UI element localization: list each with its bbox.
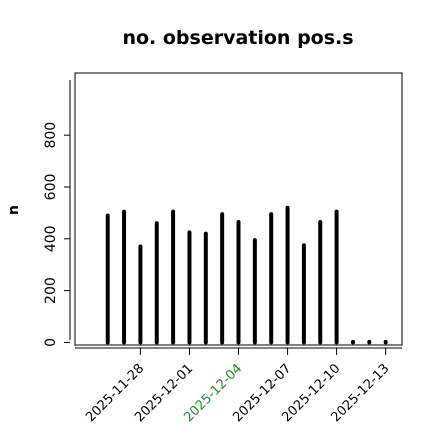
y-axis-label: n <box>6 205 22 215</box>
y-tick-label: 600 <box>43 174 59 201</box>
y-axis-ticks: 0 200 400 600 800 <box>43 122 70 347</box>
bars-series <box>105 205 388 345</box>
plot-frame <box>74 72 403 346</box>
y-tick-label: 800 <box>43 122 59 149</box>
y-tick-label: 0 <box>43 338 59 347</box>
y-tick-label: 200 <box>43 277 59 304</box>
x-axis-ticks: 2025-11-282025-12-012025-12-042025-12-07… <box>83 348 392 425</box>
y-tick-label: 400 <box>43 225 59 252</box>
chart-title: no. observation pos.s <box>122 27 353 49</box>
